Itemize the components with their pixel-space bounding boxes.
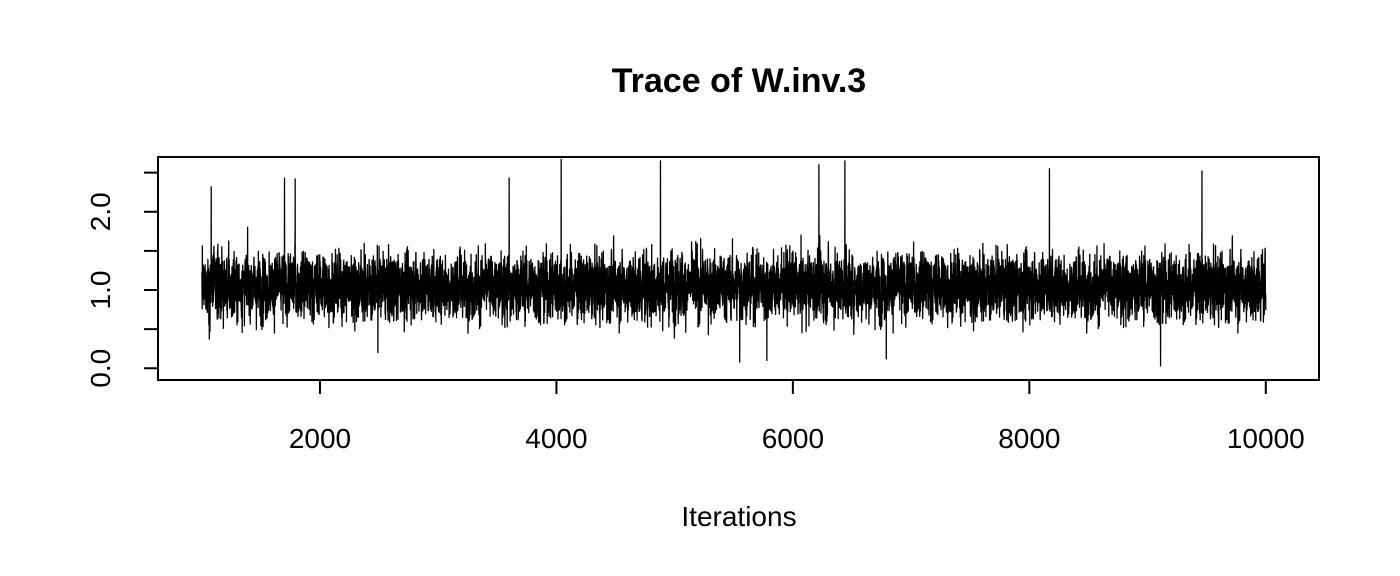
- y-tick-label: 1.0: [85, 271, 116, 310]
- x-axis: 2000 4000 6000 8000 10000: [289, 379, 1305, 454]
- trace-series-line: [201, 158, 1267, 367]
- y-tick-label: 0.0: [85, 349, 116, 388]
- x-tick-label: 10000: [1227, 423, 1305, 454]
- x-tick-label: 8000: [998, 423, 1060, 454]
- y-tick-label: 2.0: [85, 192, 116, 231]
- x-tick-label: 2000: [289, 423, 351, 454]
- x-tick-label: 4000: [525, 423, 587, 454]
- x-tick-label: 6000: [762, 423, 824, 454]
- chart-title: Trace of W.inv.3: [612, 62, 866, 100]
- x-axis-label: Iterations: [681, 501, 796, 532]
- y-axis: 0.0 1.0 2.0: [85, 171, 159, 388]
